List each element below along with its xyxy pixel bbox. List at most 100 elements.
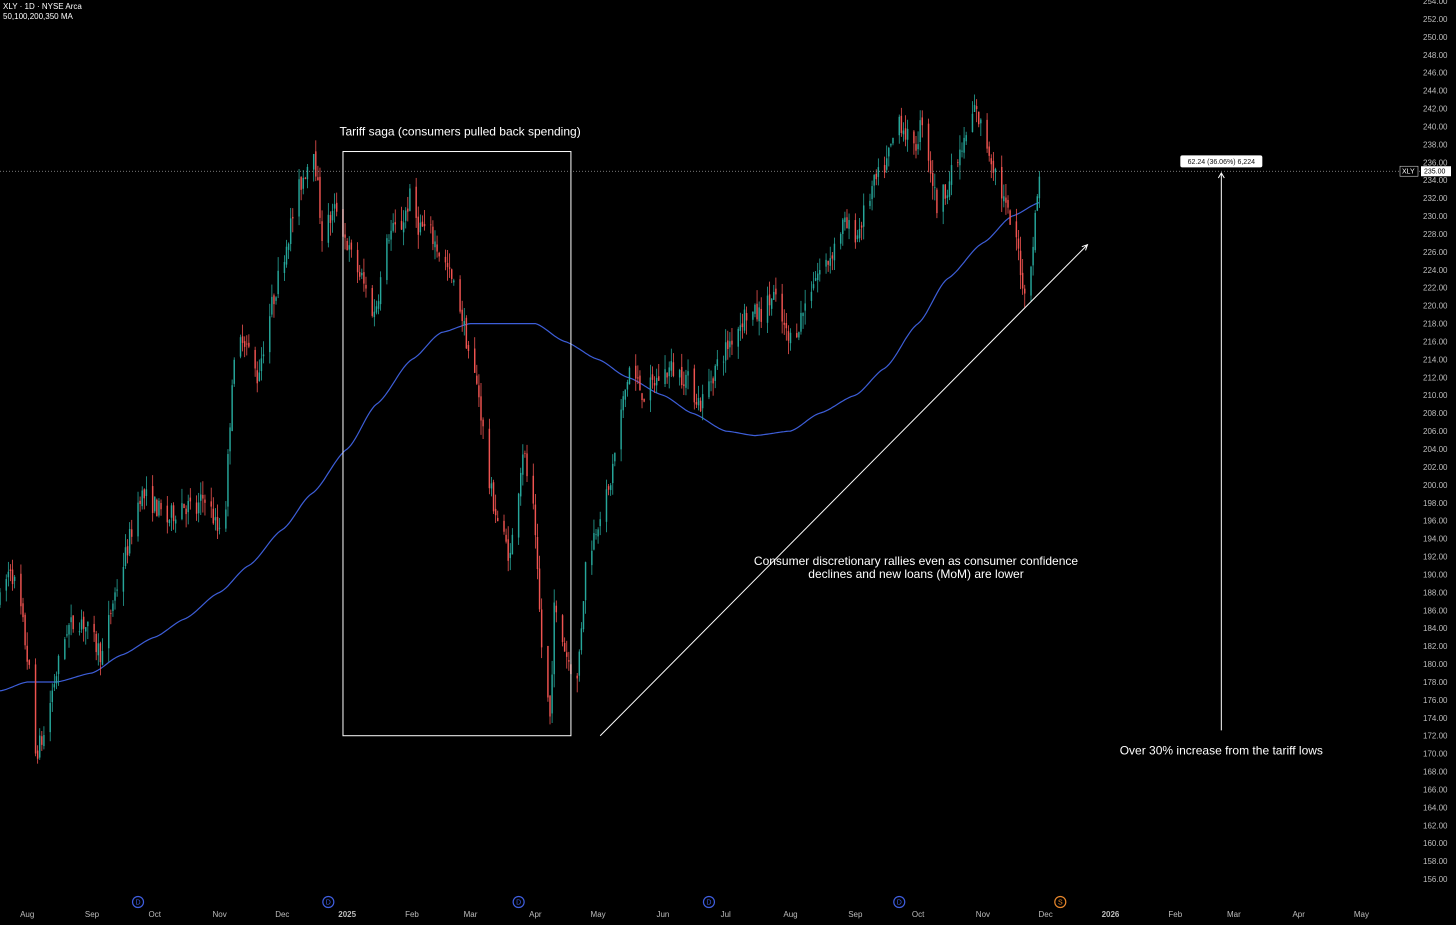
candle[interactable] <box>892 137 894 146</box>
candle[interactable] <box>825 253 827 274</box>
candle[interactable] <box>814 270 817 282</box>
candle[interactable] <box>812 271 815 291</box>
candle[interactable] <box>287 242 290 259</box>
candle[interactable] <box>959 135 961 180</box>
candle[interactable] <box>292 208 294 233</box>
candle[interactable] <box>108 600 110 662</box>
candle[interactable] <box>507 526 509 572</box>
candle[interactable] <box>643 398 645 403</box>
candle[interactable] <box>877 158 880 186</box>
candle[interactable] <box>258 359 261 382</box>
candle[interactable] <box>128 522 131 557</box>
candle[interactable] <box>24 612 26 650</box>
candle[interactable] <box>578 649 581 682</box>
candle[interactable] <box>87 621 89 640</box>
candle[interactable] <box>614 452 616 467</box>
candle[interactable] <box>848 213 850 240</box>
candle[interactable] <box>139 496 141 512</box>
candle[interactable] <box>593 519 595 551</box>
candle[interactable] <box>256 361 258 393</box>
candle[interactable] <box>898 114 900 144</box>
candle[interactable] <box>716 349 719 370</box>
candle[interactable] <box>672 353 675 378</box>
candle[interactable] <box>584 561 587 614</box>
candle[interactable] <box>534 493 537 549</box>
candle[interactable] <box>210 487 212 518</box>
candle[interactable] <box>273 293 275 318</box>
candle[interactable] <box>628 366 631 385</box>
candle[interactable] <box>1001 155 1003 213</box>
candle[interactable] <box>64 636 66 661</box>
candle[interactable] <box>948 171 951 201</box>
candle[interactable] <box>582 601 585 633</box>
candle[interactable] <box>200 482 202 515</box>
candle[interactable] <box>1021 259 1024 295</box>
candle[interactable] <box>975 99 978 123</box>
candle[interactable] <box>346 238 348 251</box>
candle[interactable] <box>854 213 857 249</box>
candle[interactable] <box>710 370 712 392</box>
candle[interactable] <box>55 671 58 690</box>
candle[interactable] <box>1005 183 1007 215</box>
candle[interactable] <box>388 234 390 244</box>
candle[interactable] <box>1003 184 1005 208</box>
candle[interactable] <box>271 284 273 318</box>
candle[interactable] <box>43 726 45 750</box>
candle[interactable] <box>860 221 863 241</box>
candle[interactable] <box>724 329 727 373</box>
candle[interactable] <box>885 145 888 173</box>
candle[interactable] <box>241 324 244 352</box>
candle[interactable] <box>95 630 97 661</box>
candle[interactable] <box>681 353 683 389</box>
candle[interactable] <box>168 519 171 527</box>
candle[interactable] <box>992 151 995 181</box>
candle[interactable] <box>248 334 250 349</box>
candle[interactable] <box>875 169 877 186</box>
candle[interactable] <box>839 232 842 250</box>
candle[interactable] <box>961 142 963 158</box>
candle[interactable] <box>986 113 988 153</box>
candle[interactable] <box>124 534 127 569</box>
candle[interactable] <box>789 328 792 351</box>
candle[interactable] <box>942 184 944 225</box>
candle[interactable] <box>526 444 528 482</box>
candle[interactable] <box>971 101 974 133</box>
candle[interactable] <box>333 193 336 223</box>
candle[interactable] <box>375 300 378 315</box>
candle[interactable] <box>605 479 608 533</box>
candle[interactable] <box>11 559 14 591</box>
candle[interactable] <box>754 303 756 318</box>
candle[interactable] <box>936 187 938 219</box>
candle[interactable] <box>344 223 346 250</box>
candle[interactable] <box>28 659 31 669</box>
candle[interactable] <box>904 115 907 147</box>
candle[interactable] <box>655 368 658 393</box>
candle[interactable] <box>775 277 777 302</box>
candle[interactable] <box>927 118 930 173</box>
candle[interactable] <box>321 210 323 252</box>
candle[interactable] <box>858 218 861 243</box>
candle[interactable] <box>319 167 321 225</box>
candle[interactable] <box>576 673 578 693</box>
candle[interactable] <box>1034 210 1036 253</box>
candle[interactable] <box>653 376 656 394</box>
candle[interactable] <box>785 312 788 341</box>
candle[interactable] <box>739 312 742 341</box>
candle[interactable] <box>687 359 689 390</box>
candle[interactable] <box>1038 171 1041 208</box>
candle[interactable] <box>701 384 704 421</box>
candle[interactable] <box>317 165 319 181</box>
candle[interactable] <box>599 511 601 536</box>
candle[interactable] <box>591 540 593 575</box>
candle[interactable] <box>160 499 162 516</box>
candle[interactable] <box>20 564 22 615</box>
candle[interactable] <box>929 151 932 183</box>
candle[interactable] <box>246 335 248 356</box>
candle[interactable] <box>358 264 361 281</box>
candle[interactable] <box>494 494 497 523</box>
candle[interactable] <box>49 690 51 742</box>
candle[interactable] <box>532 463 535 510</box>
candle[interactable] <box>214 508 217 531</box>
candle[interactable] <box>302 170 304 195</box>
candle[interactable] <box>666 372 668 384</box>
